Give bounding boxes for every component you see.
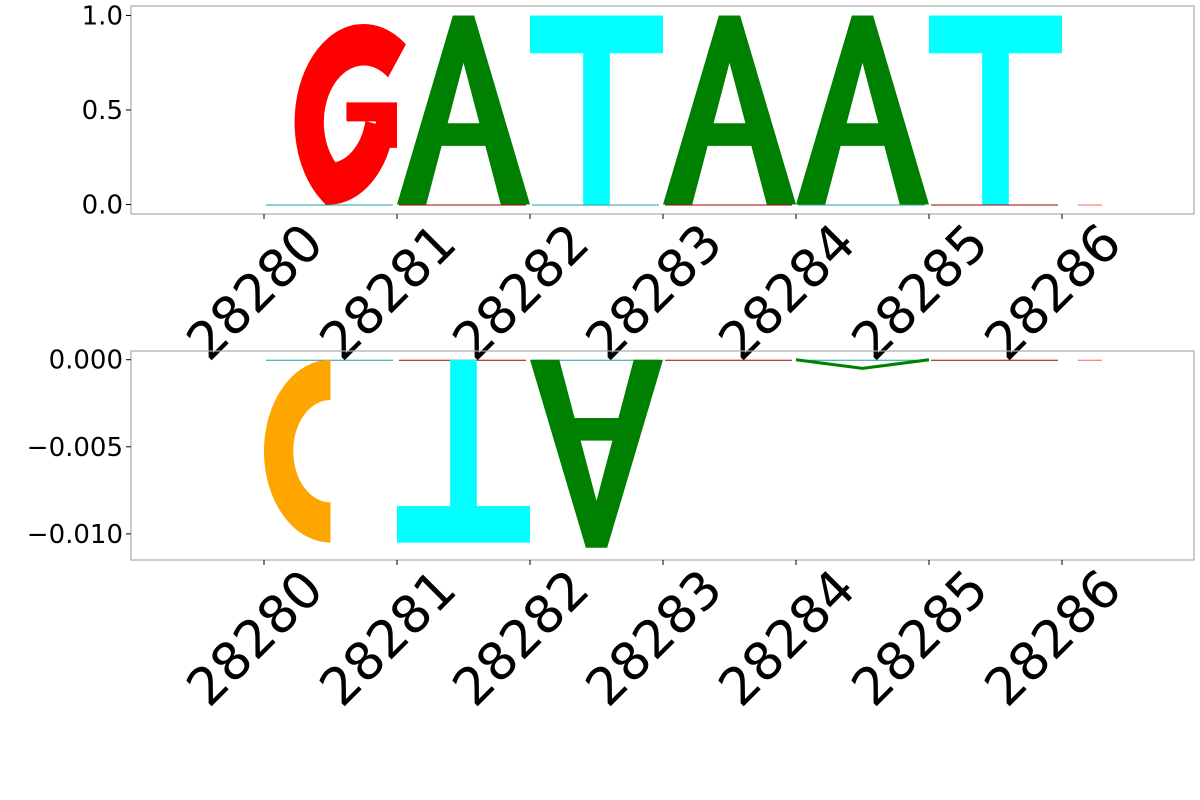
x-tick-label: 28285 bbox=[841, 213, 1000, 372]
x-tick-label: 28280 bbox=[176, 559, 335, 718]
letter-A-28283 bbox=[663, 15, 796, 205]
x-tick-label: 28285 bbox=[841, 559, 1000, 718]
y-tick-label: 0.5 bbox=[82, 96, 123, 126]
x-tick-label: 28286 bbox=[974, 559, 1133, 718]
x-tick-label: 28283 bbox=[575, 213, 734, 372]
logo-letters-bottom bbox=[264, 358, 930, 548]
y-tick-label: −0.005 bbox=[27, 433, 123, 463]
x-tick-label: 28286 bbox=[974, 213, 1133, 372]
letter-T-28285 bbox=[929, 15, 1062, 205]
x-tick-label: 28282 bbox=[442, 213, 601, 372]
letter-A-28284 bbox=[796, 15, 929, 205]
x-tick-label: 28284 bbox=[708, 559, 867, 718]
letter-A-28282 bbox=[530, 359, 663, 548]
logo-letters-top bbox=[294, 15, 1062, 205]
y-tick-label: 1.0 bbox=[82, 1, 123, 31]
letter-T-28281 bbox=[397, 359, 530, 543]
x-tick-label: 28283 bbox=[575, 559, 734, 718]
logo-panel-bottom: 0.000−0.005−0.01028280282812828228283282… bbox=[27, 346, 1195, 718]
letter-A-28284 bbox=[795, 358, 930, 370]
letter-A-28281 bbox=[397, 15, 530, 205]
letter-C-28280 bbox=[264, 359, 332, 543]
y-tick-label: −0.010 bbox=[27, 520, 123, 550]
logo-panel-top: 0.0 0.5 1.0 2828028281282822828328284282852… bbox=[82, 1, 1195, 372]
x-tick-label: 28280 bbox=[176, 213, 335, 372]
y-tick-label: 0.000 bbox=[49, 346, 123, 376]
y-tick-label: 0.0 bbox=[82, 191, 123, 221]
x-tick-label: 28281 bbox=[309, 559, 468, 718]
x-tick-label: 28281 bbox=[309, 213, 468, 372]
x-tick-label: 28284 bbox=[708, 213, 867, 372]
letter-T-28282 bbox=[530, 15, 663, 205]
x-tick-label: 28282 bbox=[442, 559, 601, 718]
letter-G-28280 bbox=[294, 24, 406, 205]
